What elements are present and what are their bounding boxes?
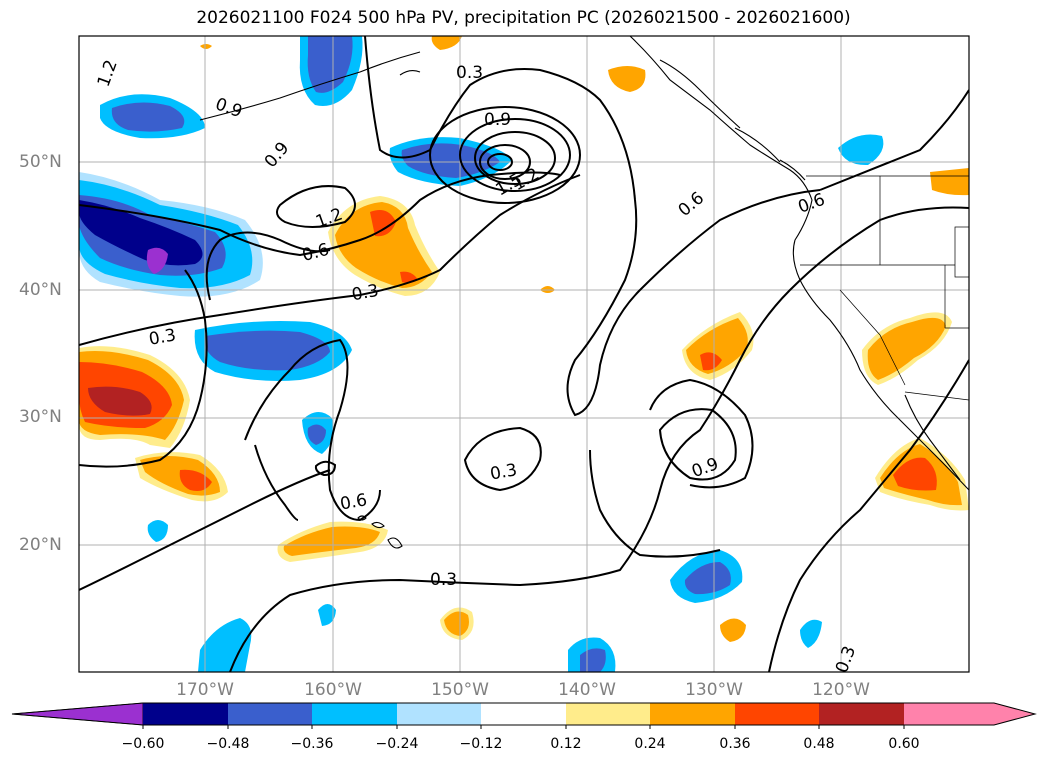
lon-label-120w: 120°W <box>812 680 870 700</box>
colorbar-tick: −0.12 <box>459 736 503 752</box>
contour-label: 0.3 <box>350 281 380 305</box>
lat-label-40n: 40°N <box>19 280 62 300</box>
lon-label-130w: 130°W <box>685 680 743 700</box>
contour-label: 0.9 <box>484 110 511 130</box>
pv-contours <box>79 36 969 672</box>
gridlines <box>79 36 969 672</box>
lon-label-170w: 170°W <box>176 680 234 700</box>
colorbar-tick: −0.60 <box>121 736 165 752</box>
chart-title: 2026021100 F024 500 hPa PV, precipitatio… <box>196 8 851 28</box>
colorbar-tick: 0.24 <box>634 736 666 752</box>
contour-label: 0.3 <box>456 63 483 83</box>
lon-label-160w: 160°W <box>304 680 362 700</box>
lat-label-20n: 20°N <box>19 535 62 555</box>
colorbar-tick: 0.48 <box>803 736 835 752</box>
colorbar-tick: 0.36 <box>719 736 751 752</box>
lon-label-140w: 140°W <box>558 680 616 700</box>
colorbar-segment <box>650 703 735 725</box>
colorbar-segment <box>566 703 650 725</box>
colorbar-segment <box>228 703 312 725</box>
contour-label: 0.3 <box>489 460 519 484</box>
colorbar-segment <box>143 703 228 725</box>
colorbar-segment <box>312 703 397 725</box>
contour-label: 0.3 <box>430 570 457 590</box>
lat-label-30n: 30°N <box>19 407 62 427</box>
map-frame <box>78 35 970 673</box>
colorbar-segment <box>904 703 994 725</box>
colorbar-segment <box>819 703 904 725</box>
colorbar-tick: 0.60 <box>888 736 920 752</box>
colorbar-tick: 0.12 <box>550 736 582 752</box>
contour-label: 0.3 <box>147 325 177 349</box>
colorbar-tick: −0.36 <box>290 736 334 752</box>
political-borders <box>800 175 969 401</box>
colorbar-segment <box>481 703 566 725</box>
colorbar <box>11 702 1037 729</box>
colorbar-extend-high <box>994 703 1035 725</box>
colorbar-segment <box>397 703 481 725</box>
contour-label: 0.6 <box>339 490 369 514</box>
colorbar-extend-low <box>11 702 144 726</box>
lat-label-50n: 50°N <box>19 152 62 172</box>
colorbar-tick: −0.48 <box>206 736 250 752</box>
colorbar-tick: −0.24 <box>375 736 419 752</box>
lon-label-150w: 150°W <box>431 680 489 700</box>
colorbar-segment <box>735 703 819 725</box>
